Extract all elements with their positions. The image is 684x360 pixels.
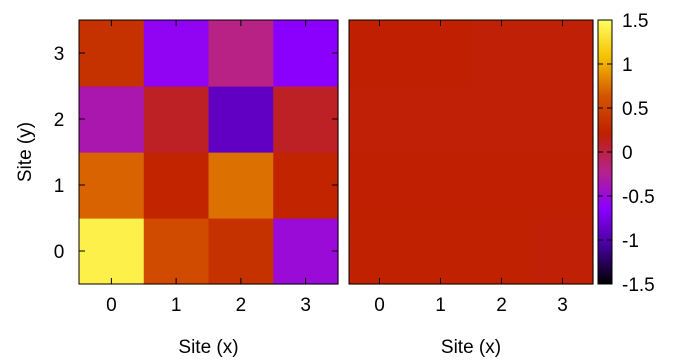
heatmap-cell bbox=[410, 218, 472, 285]
heatmap-right-x-ticks: 0 1 2 3 bbox=[374, 20, 568, 316]
heatmap-cell bbox=[532, 152, 594, 219]
heatmap-cell bbox=[208, 86, 274, 153]
heatmap-cell bbox=[471, 152, 533, 219]
heatmap-cell bbox=[532, 218, 594, 285]
x-tick-label: 3 bbox=[300, 295, 311, 316]
y-tick-label: 0 bbox=[54, 242, 65, 263]
x-tick-label: 0 bbox=[374, 295, 385, 316]
heatmap-cell bbox=[532, 20, 594, 87]
x-tick-label: 2 bbox=[496, 295, 507, 316]
heatmap-cell bbox=[143, 86, 210, 153]
x-tick-label: 0 bbox=[106, 295, 117, 316]
heatmap-cell bbox=[79, 218, 145, 285]
y-tick-label: 3 bbox=[54, 44, 65, 65]
heatmap-cell bbox=[273, 86, 339, 153]
heatmap-cell bbox=[410, 152, 472, 219]
heatmap-right-frame bbox=[348, 19, 594, 285]
heatmap-cell bbox=[349, 218, 411, 285]
colorbar-tick-label: 1 bbox=[622, 55, 633, 76]
heatmap-cell bbox=[471, 20, 533, 87]
colorbar-tick-label: 1.5 bbox=[622, 11, 648, 32]
colorbar-ticks: 1.5 1 0.5 0 -0.5 -1 -1.5 bbox=[598, 11, 655, 296]
heatmap-cell bbox=[143, 218, 210, 285]
heatmap-left-y-ticks: 0 1 2 3 bbox=[54, 44, 338, 263]
heatmap-cell bbox=[532, 86, 594, 153]
heatmap-cell bbox=[79, 152, 145, 219]
colorbar-tick-label: 0 bbox=[622, 143, 633, 164]
colorbar: 1.5 1 0.5 0 -0.5 -1 -1.5 bbox=[597, 11, 655, 296]
heatmap-cell bbox=[208, 20, 274, 87]
colorbar-tick-label: -1.5 bbox=[622, 275, 655, 296]
heatmap-cell bbox=[79, 20, 145, 87]
x-tick-label: 3 bbox=[557, 295, 568, 316]
heatmap-cell bbox=[273, 218, 339, 285]
heatmap-right-x-axis-label: Site (x) bbox=[441, 337, 501, 358]
heatmap-cell bbox=[143, 152, 210, 219]
heatmap-cell bbox=[143, 20, 210, 87]
heatmap-left-x-ticks: 0 1 2 3 bbox=[106, 20, 311, 316]
heatmap-right: 0 1 2 3 Site (x) bbox=[348, 19, 594, 358]
heatmap-cell bbox=[349, 86, 411, 153]
heatmap-left-x-axis-label: Site (x) bbox=[178, 337, 238, 358]
heatmap-left-frame bbox=[78, 19, 339, 285]
heatmap-cell bbox=[208, 218, 274, 285]
colorbar-tick-label: 0.5 bbox=[622, 99, 648, 120]
y-tick-label: 1 bbox=[54, 176, 65, 197]
x-tick-label: 1 bbox=[435, 295, 446, 316]
heatmap-cell bbox=[471, 218, 533, 285]
heatmap-right-cells bbox=[349, 20, 594, 285]
heatmap-cell bbox=[79, 86, 145, 153]
heatmap-cell bbox=[471, 86, 533, 153]
colorbar-tick-label: -0.5 bbox=[622, 187, 655, 208]
heatmap-left-y-axis-label: Site (y) bbox=[15, 122, 36, 182]
x-tick-label: 1 bbox=[171, 295, 182, 316]
heatmap-cell bbox=[349, 152, 411, 219]
heatmap-left: 0 1 2 3 0 1 2 3 Site (x) Site (y) bbox=[15, 19, 339, 358]
colorbar-gradient bbox=[598, 20, 612, 284]
heatmap-cell bbox=[273, 152, 339, 219]
heatmap-cell bbox=[208, 152, 274, 219]
heatmap-cell bbox=[273, 20, 339, 87]
colorbar-tick-label: -1 bbox=[622, 231, 639, 252]
y-tick-label: 2 bbox=[54, 110, 65, 131]
heatmap-cell bbox=[410, 20, 472, 87]
x-tick-label: 2 bbox=[236, 295, 247, 316]
heatmap-cell bbox=[410, 86, 472, 153]
heatmap-cell bbox=[349, 20, 411, 87]
heatmap-left-cells bbox=[79, 20, 339, 285]
